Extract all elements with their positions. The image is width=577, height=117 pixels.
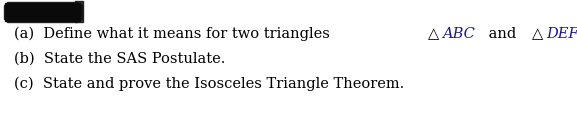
Bar (75, 1, 83, 22)
Text: △: △ (532, 27, 544, 41)
Text: (b)  State the SAS Postulate.: (b) State the SAS Postulate. (14, 52, 226, 66)
Bar (4, 5, 82, 19)
Text: △: △ (428, 27, 439, 41)
Text: (c)  State and prove the Isosceles Triangle Theorem.: (c) State and prove the Isosceles Triang… (14, 77, 404, 91)
Text: ABC: ABC (442, 27, 475, 41)
Bar (5, 3, 80, 21)
Text: (a)  Define what it means for two triangles: (a) Define what it means for two triangl… (14, 27, 335, 41)
Text: DEF: DEF (546, 27, 577, 41)
Bar (7, 2, 77, 22)
Text: and: and (485, 27, 522, 41)
